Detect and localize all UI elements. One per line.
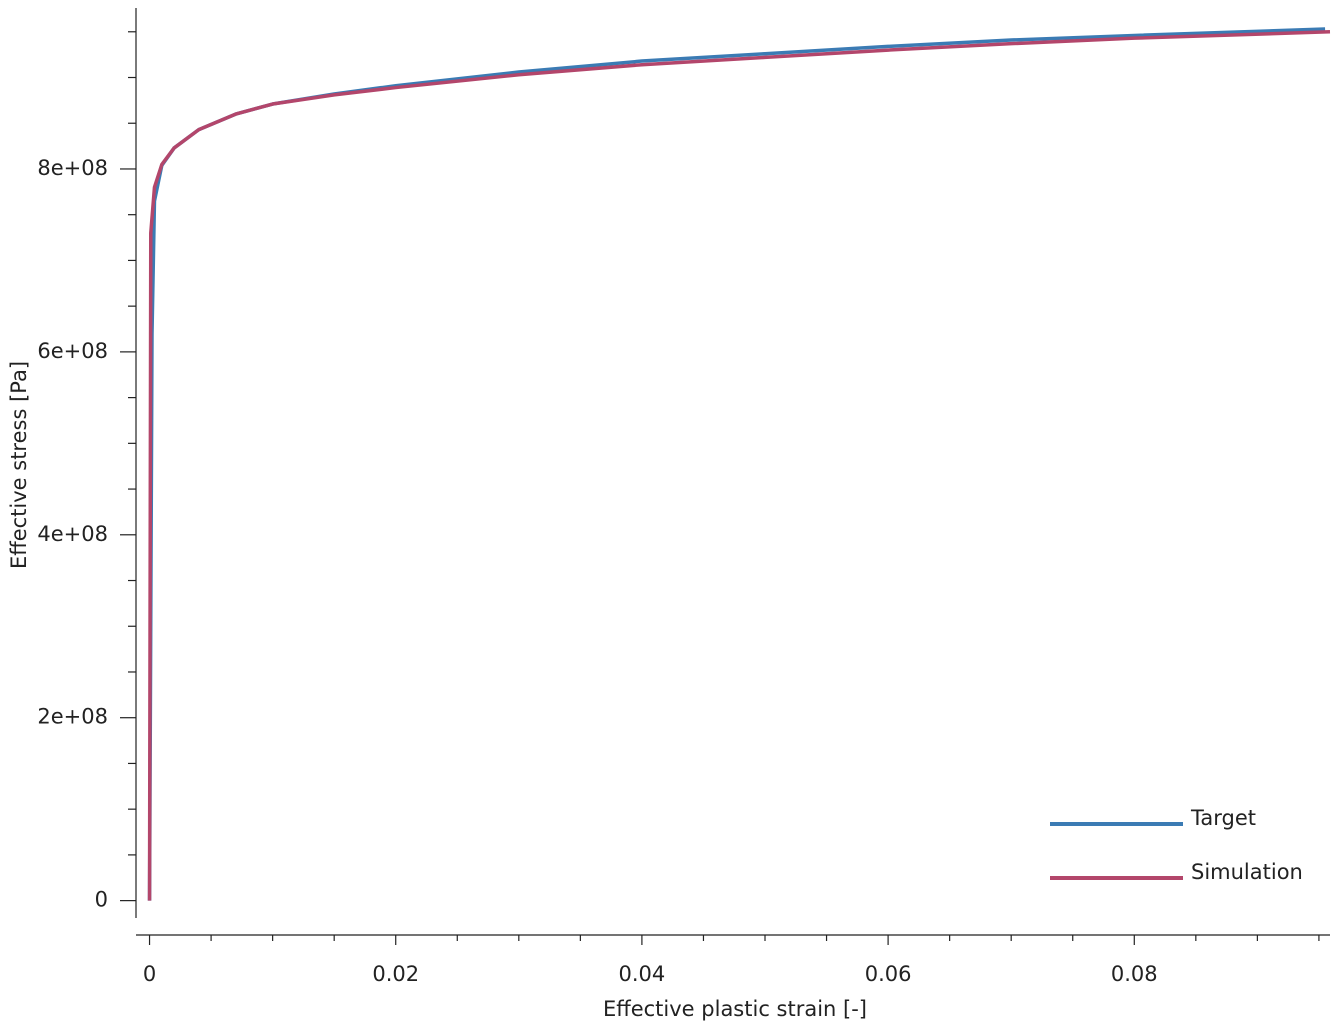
y-tick-label: 4e+08 [37,522,108,546]
x-axis-label: Effective plastic strain [-] [603,997,867,1021]
x-tick-label: 0 [143,962,156,986]
y-tick-label: 8e+08 [37,156,108,180]
y-tick-label: 6e+08 [37,339,108,363]
legend-label: Target [1190,806,1256,830]
series-line [147,27,1326,901]
y-axis-label: Effective stress [Pa] [7,361,31,569]
series-line [147,30,1331,901]
x-tick-label: 0.06 [865,962,912,986]
legend-label: Simulation [1191,860,1303,884]
y-tick-label: 0 [95,888,108,912]
x-tick-label: 0.08 [1111,962,1158,986]
x-tick-label: 0.02 [372,962,419,986]
x-tick-label: 0.04 [619,962,666,986]
y-tick-label: 2e+08 [37,705,108,729]
